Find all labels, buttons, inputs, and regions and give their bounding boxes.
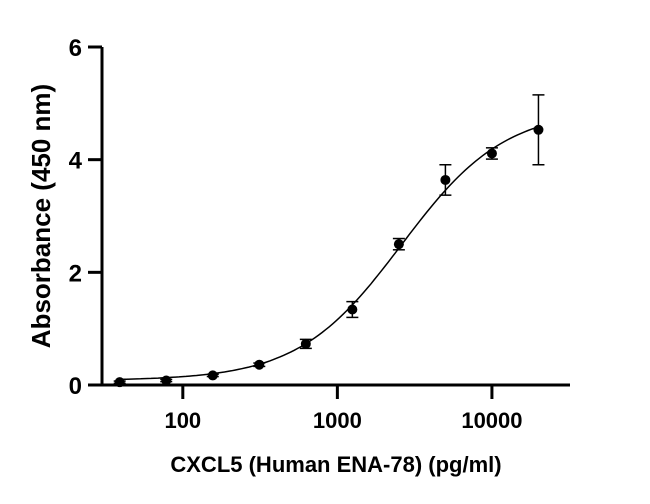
marker <box>114 377 125 388</box>
y-axis-label: Absorbance (450 nm) <box>26 84 56 348</box>
ticks: 0 2 4 6 100 1000 10000 <box>69 35 523 433</box>
data-point <box>532 94 545 166</box>
marker <box>254 359 265 370</box>
x-axis-label: CXCL5 (Human ENA-78) (pg/ml) <box>170 452 501 477</box>
y-tick-label: 2 <box>69 260 82 287</box>
y-tick-label: 4 <box>69 148 83 175</box>
x-tick-label: 10000 <box>461 408 522 433</box>
marker <box>300 338 311 349</box>
marker <box>393 239 404 250</box>
marker <box>533 124 544 135</box>
data-point <box>485 147 498 160</box>
fit-curve <box>119 126 539 381</box>
y-tick-label: 0 <box>69 373 82 400</box>
data-point <box>253 359 266 370</box>
x-tick-label: 100 <box>164 408 201 433</box>
data-point <box>299 338 312 350</box>
marker <box>486 148 497 159</box>
data-point <box>160 375 173 386</box>
data-point <box>206 370 219 381</box>
marker <box>347 304 358 315</box>
data-point <box>113 377 126 388</box>
axes <box>88 47 570 387</box>
y-tick-label: 6 <box>69 35 82 62</box>
data-point <box>346 300 359 319</box>
data-point <box>439 163 452 196</box>
marker <box>440 174 451 185</box>
x-tick-label: 1000 <box>313 408 362 433</box>
data-point <box>392 237 405 251</box>
marker <box>207 370 218 381</box>
marker <box>161 375 172 386</box>
data-points <box>113 94 545 388</box>
